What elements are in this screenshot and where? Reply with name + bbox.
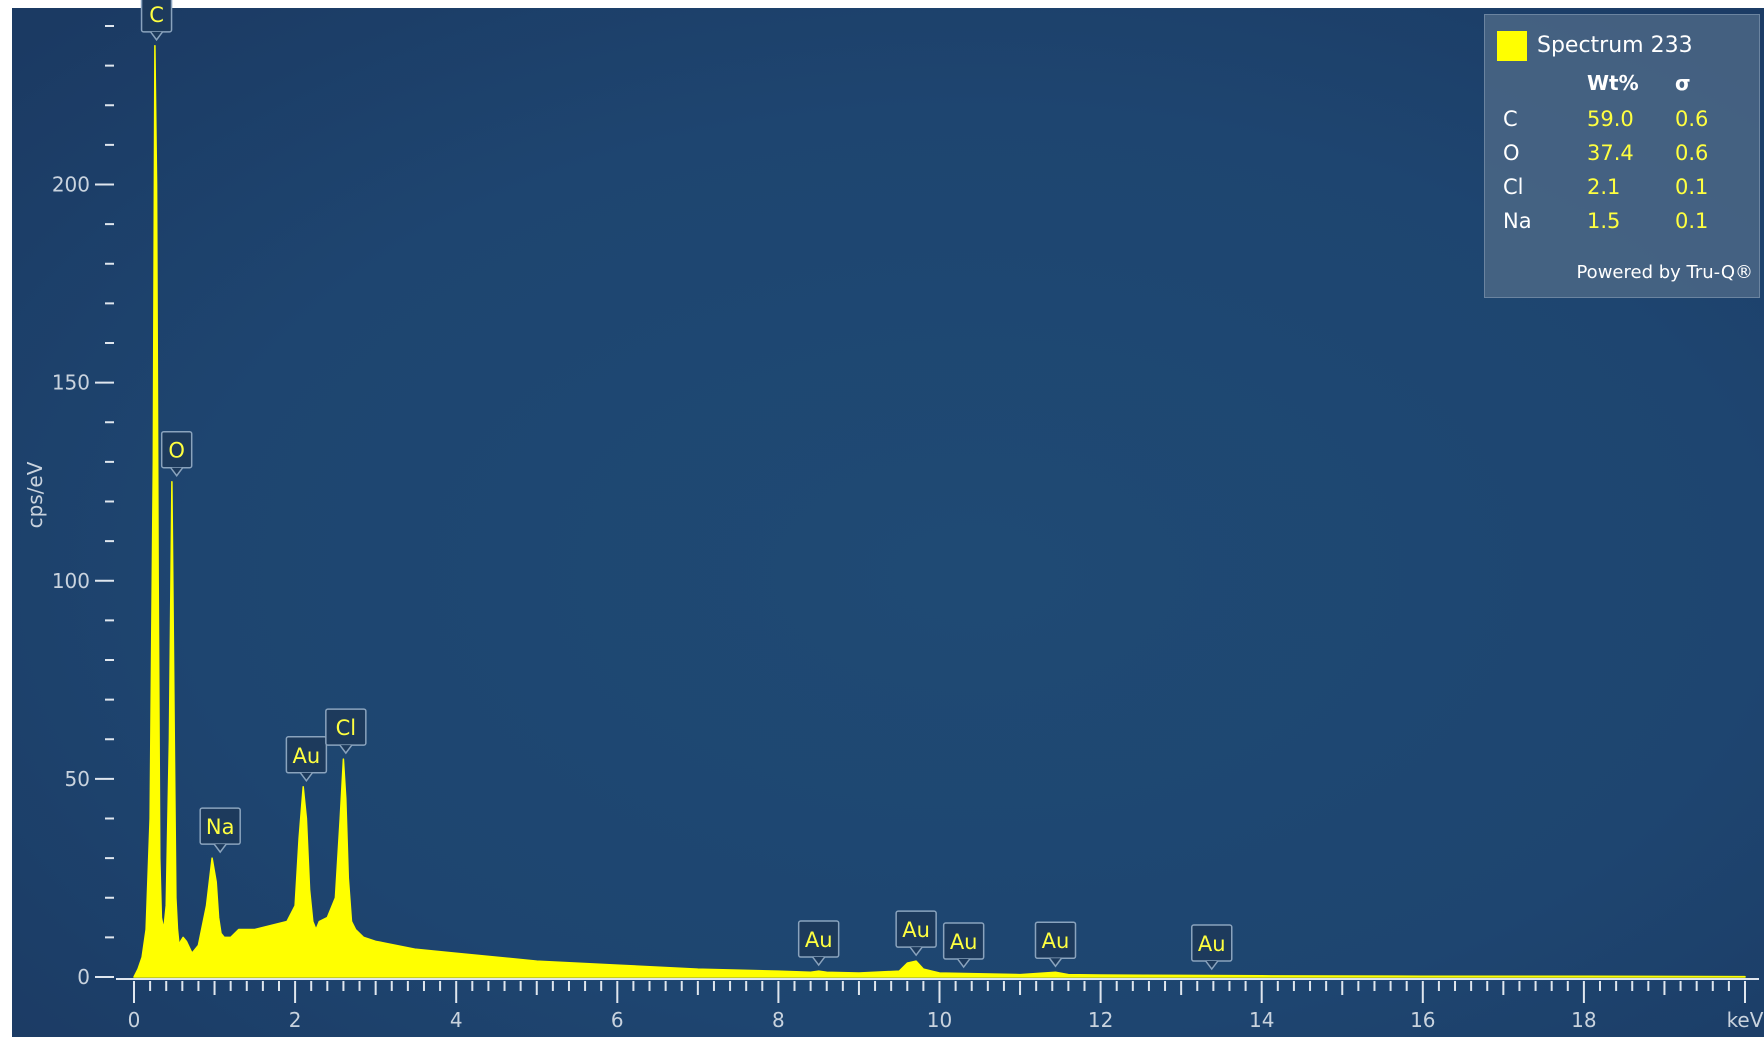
peak-label-text: Au — [1042, 929, 1070, 953]
peak-label-pointer — [339, 744, 353, 755]
legend-header-sigma: σ — [1675, 71, 1691, 95]
legend-row-element: Cl — [1503, 175, 1524, 199]
spectrum-area — [133, 45, 1746, 978]
spectrum-series — [133, 45, 1746, 978]
legend-swatch — [1497, 31, 1527, 61]
x-axis-label: keV — [1727, 1008, 1764, 1032]
legend-row-wt: 59.0 — [1587, 107, 1634, 131]
legend-row-sigma: 0.6 — [1675, 107, 1709, 131]
peak-label-pointer — [1205, 960, 1219, 971]
x-tick-label: 4 — [450, 1008, 463, 1032]
legend-row-element: Na — [1503, 209, 1532, 233]
y-tick-label: 150 — [52, 371, 90, 395]
peak-annotations: C O Na Au Cl Au Au Au Au Au — [140, 0, 1233, 971]
peak-label-text: Au — [293, 744, 321, 768]
axes: 0 2 4 6 8 10 12 14 16 18 keV 0 50 100 150 200 cps/eV — [23, 25, 1764, 1032]
peak-label-pointer — [909, 946, 923, 957]
legend-row-wt: 2.1 — [1587, 175, 1621, 199]
y-tick-label: 100 — [52, 569, 90, 593]
y-tick-label: 50 — [65, 767, 90, 791]
peak-label-pointer — [213, 843, 227, 854]
y-tick-label: 200 — [52, 173, 90, 197]
peak-label: Na — [199, 807, 241, 854]
x-tick-label: 8 — [772, 1008, 785, 1032]
legend-row-element: O — [1503, 141, 1520, 165]
legend-title: Spectrum 233 — [1537, 33, 1693, 58]
peak-label: Au — [1034, 921, 1077, 968]
peak-label-pointer — [812, 956, 826, 967]
peak-label-pointer — [299, 772, 313, 783]
peak-label-text: Au — [805, 928, 833, 952]
x-tick-label: 18 — [1571, 1008, 1596, 1032]
peak-label: Au — [285, 736, 328, 783]
peak-label-pointer — [1048, 957, 1063, 968]
legend-row-wt: 37.4 — [1587, 141, 1634, 165]
legend-row-wt: 1.5 — [1587, 209, 1621, 233]
peak-label: O — [160, 430, 193, 477]
x-tick-label: 16 — [1410, 1008, 1435, 1032]
legend-header-wt: Wt% — [1587, 71, 1639, 95]
peak-label: Au — [942, 922, 985, 969]
peak-label: C — [140, 0, 173, 42]
peak-label-text: O — [168, 439, 185, 463]
x-tick-label: 2 — [289, 1008, 302, 1032]
peak-label-text: Au — [950, 930, 978, 954]
peak-label-text: Au — [902, 918, 930, 942]
x-tick-label: 6 — [611, 1008, 624, 1032]
legend-footer: Powered by Tru-Q® — [1576, 262, 1753, 283]
peak-label-text: Au — [1198, 932, 1226, 956]
peak-label-pointer — [957, 958, 971, 969]
peak-label-text: Na — [206, 815, 235, 839]
peak-label-pointer — [149, 31, 164, 42]
x-tick-label: 0 — [128, 1008, 141, 1032]
peak-label-pointer — [170, 467, 184, 477]
legend-row-sigma: 0.6 — [1675, 141, 1709, 165]
x-tick-label: 12 — [1088, 1008, 1113, 1032]
legend-row-sigma: 0.1 — [1675, 209, 1709, 233]
peak-label-text: Cl — [336, 716, 357, 740]
peak-label: Au — [1191, 924, 1233, 971]
legend-row-element: C — [1503, 107, 1518, 131]
peak-label: Au — [895, 910, 937, 957]
peak-label-text: C — [149, 3, 164, 27]
legend: Spectrum 233 Wt% σ C 59.0 0.6 O 37.4 0.6… — [1484, 14, 1760, 298]
legend-row-sigma: 0.1 — [1675, 175, 1709, 199]
x-tick-label: 10 — [927, 1008, 952, 1032]
peak-label: Cl — [325, 708, 367, 755]
x-tick-label: 14 — [1249, 1008, 1274, 1032]
peak-label: Au — [797, 920, 840, 967]
y-tick-label: 0 — [77, 965, 90, 989]
y-axis-label: cps/eV — [23, 461, 47, 528]
